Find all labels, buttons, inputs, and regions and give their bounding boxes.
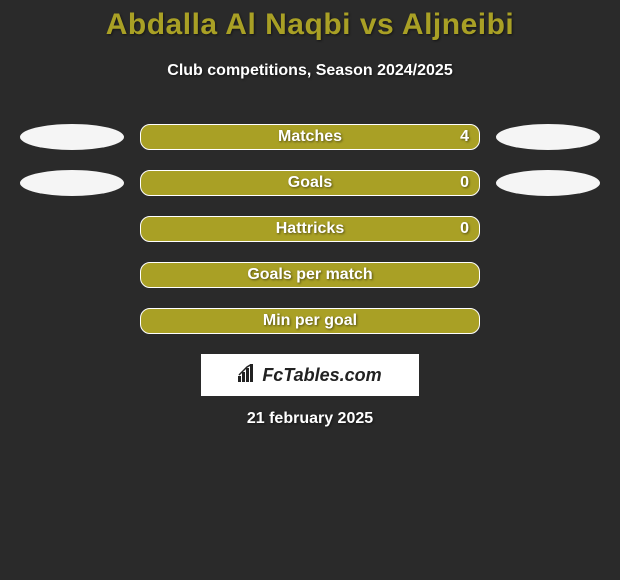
stat-value: 4 <box>460 128 469 146</box>
stat-bar-hattricks: Hattricks 0 <box>140 216 480 242</box>
stat-row-mpg: Min per goal <box>0 308 620 334</box>
stat-label: Goals per match <box>247 266 372 284</box>
stat-value: 0 <box>460 220 469 238</box>
stat-row-hattricks: Hattricks 0 <box>0 216 620 242</box>
stat-row-gpm: Goals per match <box>0 262 620 288</box>
date-text: 21 february 2025 <box>0 410 620 428</box>
stat-label: Min per goal <box>263 312 357 330</box>
brand-name: FcTables.com <box>262 365 381 386</box>
left-ellipse <box>20 124 124 150</box>
stat-bar-mpg: Min per goal <box>140 308 480 334</box>
stat-rows: Matches 4 Goals 0 Hattricks 0 Goals <box>0 124 620 354</box>
left-ellipse <box>20 170 124 196</box>
stat-bar-goals: Goals 0 <box>140 170 480 196</box>
comparison-infographic: Abdalla Al Naqbi vs Aljneibi Club compet… <box>0 0 620 580</box>
brand-logo: FcTables.com <box>201 354 419 396</box>
stat-label: Goals <box>288 174 332 192</box>
stat-bar-matches: Matches 4 <box>140 124 480 150</box>
right-ellipse <box>496 124 600 150</box>
stat-value: 0 <box>460 174 469 192</box>
stat-bar-gpm: Goals per match <box>140 262 480 288</box>
page-title: Abdalla Al Naqbi vs Aljneibi <box>0 8 620 42</box>
stat-row-matches: Matches 4 <box>0 124 620 150</box>
stat-label: Hattricks <box>276 220 344 238</box>
stat-row-goals: Goals 0 <box>0 170 620 196</box>
subtitle: Club competitions, Season 2024/2025 <box>0 62 620 80</box>
stat-label: Matches <box>278 128 342 146</box>
right-ellipse <box>496 170 600 196</box>
bar-chart-icon <box>238 364 258 387</box>
brand-logo-text: FcTables.com <box>238 364 381 387</box>
